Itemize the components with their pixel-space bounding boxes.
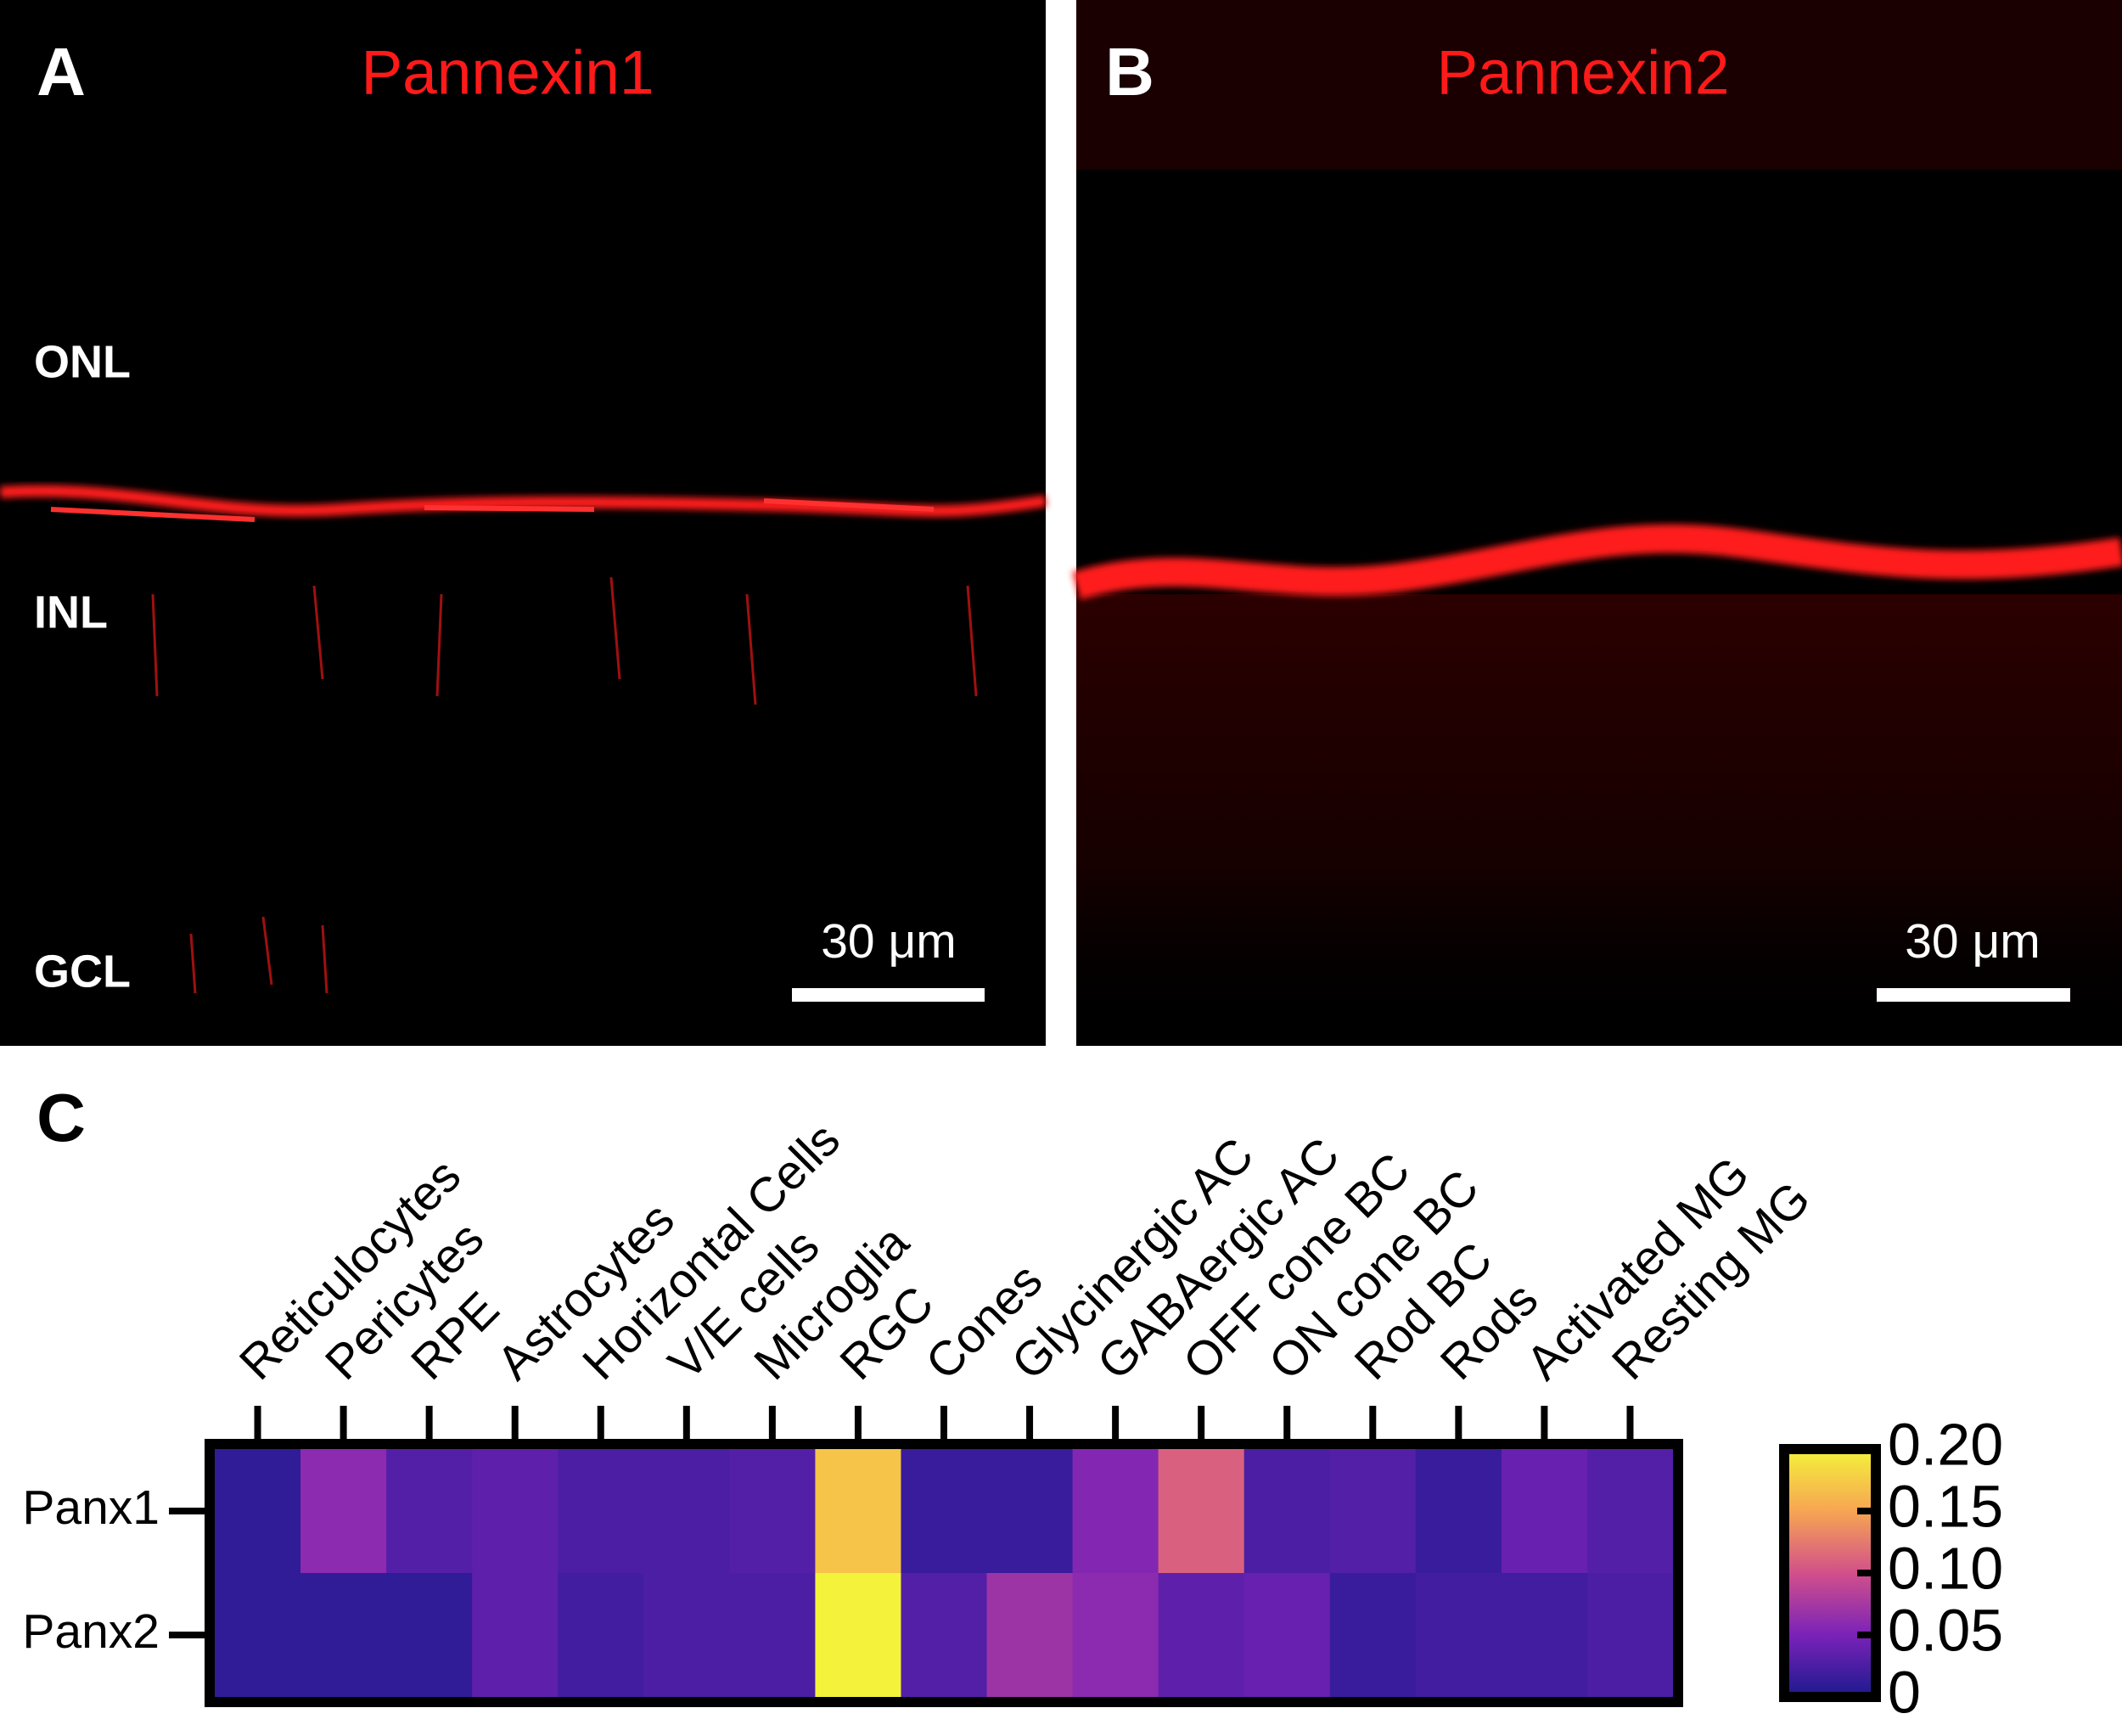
- heat-cell: [300, 1449, 387, 1574]
- panel-title: Pannexin1: [361, 38, 654, 107]
- colorbar-tick-label: 0.20: [1888, 1411, 2003, 1477]
- heat-cell: [729, 1573, 816, 1698]
- staining-band: [1072, 524, 2122, 600]
- heat-cell: [643, 1573, 730, 1698]
- staining-band: [50, 498, 935, 522]
- heat-cell: [1586, 1449, 1674, 1574]
- micrograph: [0, 0, 1046, 1046]
- processes: [151, 576, 978, 994]
- heat-cell: [1586, 1573, 1674, 1698]
- heat-cell: [643, 1449, 730, 1574]
- heat-cell: [986, 1449, 1074, 1574]
- colorbar-tick-label: 0.10: [1888, 1535, 2003, 1601]
- heat-cell: [1158, 1449, 1245, 1574]
- heat-cell: [1329, 1573, 1417, 1698]
- scale-bar: [792, 988, 985, 1002]
- heat-cell: [472, 1449, 559, 1574]
- heat-cell: [901, 1449, 988, 1574]
- heat-cell: [386, 1573, 473, 1698]
- row-label: Panx1: [22, 1480, 160, 1535]
- heat-cell: [1243, 1449, 1331, 1574]
- scale-bar-label: 30 μm: [1905, 914, 2041, 969]
- heat-cell: [1415, 1573, 1502, 1698]
- heat-cell: [386, 1449, 473, 1574]
- heat-cell: [300, 1573, 387, 1698]
- colorbar-tick-label: 0: [1888, 1659, 1921, 1725]
- colorbar-tick-label: 0.05: [1888, 1597, 2003, 1663]
- colorbar-tick-label: 0.15: [1888, 1473, 2003, 1539]
- heat-cell: [1158, 1573, 1245, 1698]
- heat-cell: [215, 1449, 301, 1574]
- layer-label: GCL: [34, 946, 131, 997]
- layer-label: INL: [34, 587, 108, 638]
- panel-title: Pannexin2: [1436, 38, 1729, 107]
- background-stain: [1076, 0, 2122, 170]
- heat-cell: [1501, 1449, 1588, 1574]
- layer-label: ONL: [34, 336, 131, 387]
- heat-cell: [215, 1573, 301, 1698]
- panel-letter: A: [36, 34, 86, 110]
- heat-cell: [1329, 1449, 1417, 1574]
- heat-cell: [815, 1449, 901, 1574]
- heat-cell: [558, 1449, 644, 1574]
- heat-cell: [1072, 1449, 1159, 1574]
- heat-cell: [1072, 1573, 1159, 1698]
- panel-b: B Pannexin2 30 μm: [1072, 0, 2122, 1046]
- heat-cell: [558, 1573, 644, 1698]
- heat-cell: [815, 1573, 901, 1698]
- heat-cell: [1501, 1573, 1588, 1698]
- heat-cell: [1243, 1573, 1331, 1698]
- heat-cell: [729, 1449, 816, 1574]
- row-label: Panx2: [22, 1604, 160, 1659]
- scale-bar: [1877, 988, 2070, 1002]
- heat-cell: [472, 1573, 559, 1698]
- panel-a: A Pannexin1 ONL INL GCL 30 μm: [0, 0, 1047, 1046]
- heat-cell: [986, 1573, 1074, 1698]
- panel-letter: B: [1105, 34, 1154, 110]
- heat-cell: [1415, 1449, 1502, 1574]
- background-stain: [1076, 594, 2122, 1046]
- panel-letter: C: [36, 1080, 86, 1155]
- heat-cell: [901, 1573, 988, 1698]
- scale-bar-label: 30 μm: [821, 914, 957, 969]
